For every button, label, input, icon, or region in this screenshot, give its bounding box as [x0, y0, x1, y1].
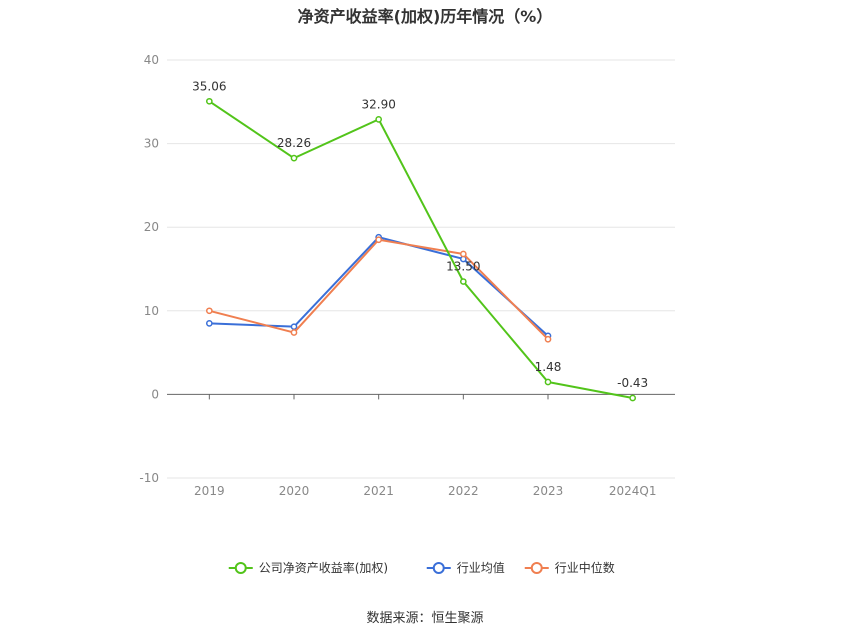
data-point	[375, 236, 383, 244]
data-point	[629, 394, 637, 402]
data-label: 35.06	[192, 79, 226, 93]
data-point	[205, 97, 213, 105]
data-label: 32.90	[361, 97, 395, 111]
legend-marker	[530, 562, 543, 574]
x-tick-label: 2019	[194, 484, 225, 498]
x-tick-label: 2021	[363, 484, 394, 498]
data-point	[290, 323, 298, 331]
x-tick-label: 2020	[279, 484, 310, 498]
x-tick-label: 2024Q1	[609, 484, 657, 498]
data-label: -0.43	[617, 376, 648, 390]
legend-label: 行业均值	[457, 560, 505, 575]
y-tick-label: 20	[144, 220, 159, 234]
data-point	[205, 319, 213, 327]
x-tick-label: 2023	[533, 484, 564, 498]
legend-label: 行业中位数	[555, 560, 615, 575]
y-tick-label: 10	[144, 304, 159, 318]
data-label: 28.26	[277, 136, 311, 150]
data-label: 13.50	[446, 260, 480, 274]
data-point	[459, 278, 467, 285]
y-tick-label: 40	[144, 53, 159, 67]
series-line-0	[208, 100, 633, 399]
series-layer	[205, 97, 637, 402]
data-point	[544, 335, 552, 343]
data-point	[459, 250, 467, 258]
data-point	[544, 378, 552, 386]
data-point	[205, 307, 213, 315]
x-tick-label: 2022	[448, 484, 479, 498]
data-point	[290, 154, 298, 162]
chart-title: 净资产收益率(加权)历年情况（%）	[297, 7, 553, 26]
legend-marker	[432, 562, 445, 574]
data-point	[290, 329, 298, 336]
grid-layer	[167, 59, 675, 479]
legend: 公司净资产收益率(加权) 行业均值 行业中位数	[228, 560, 615, 575]
legend-label: 公司净资产收益率(加权)	[259, 560, 388, 575]
axis-layer: -10 0 10 20 30 40 2019 2020 2021 2022 2023 2024Q1	[139, 53, 675, 498]
y-tick-label: 0	[151, 387, 159, 401]
y-tick-label: -10	[139, 471, 159, 485]
data-label: 1.48	[535, 360, 562, 374]
data-label-layer: 35.06 28.26 32.90 13.50 1.48 -0.43	[192, 79, 648, 390]
y-tick-label: 30	[144, 137, 159, 151]
data-point	[375, 116, 383, 123]
legend-marker	[234, 562, 247, 574]
source-note: 数据来源：恒生聚源	[366, 611, 484, 626]
